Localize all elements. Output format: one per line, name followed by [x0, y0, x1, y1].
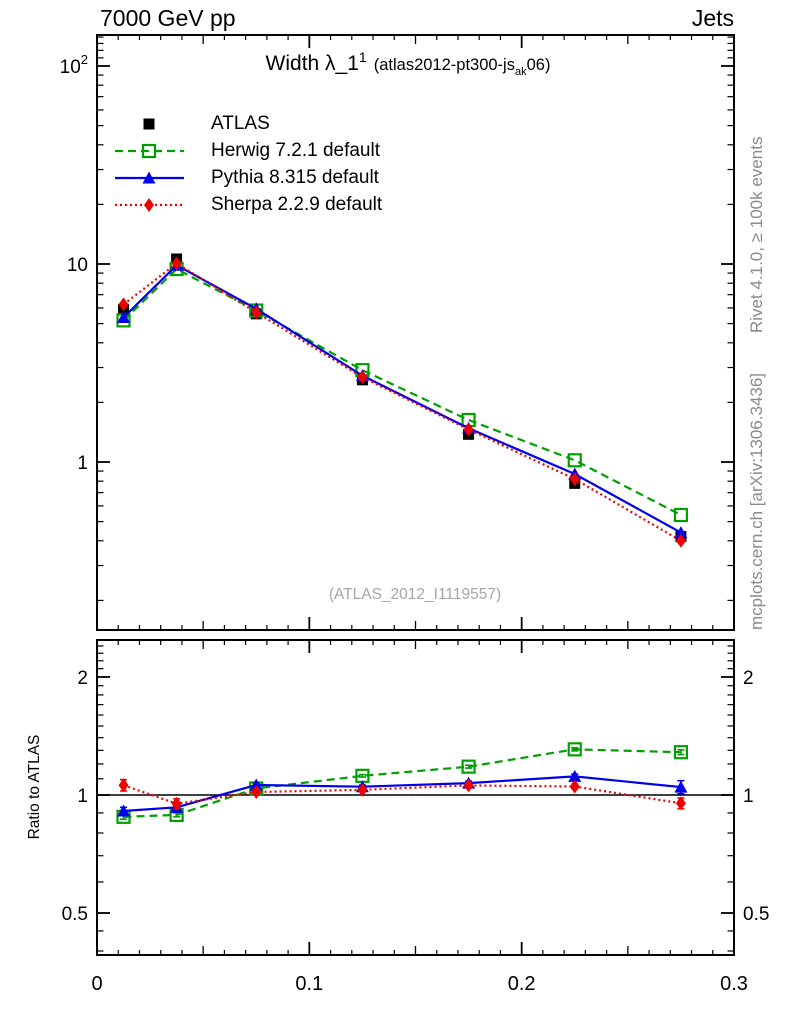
atlas-legend-marker: [143, 118, 155, 129]
analysis-watermark: (ATLAS_2012_I1119557): [328, 586, 502, 603]
legend-label: Pythia 8.315 default: [211, 166, 379, 188]
process-header: Jets: [691, 5, 734, 31]
sherpa-legend-sample: [115, 197, 184, 212]
y-axis-ticks-ratio: [97, 645, 734, 952]
ratio-tick-label-left: 1: [77, 786, 88, 807]
plot-title: Width λ_11 (atlas2012-pt300-jsak06): [265, 49, 551, 78]
axis-tick-labels: 0 0.1 0.2 0.3 1 10 102 0.5 0.5 1 1 2 2: [60, 52, 770, 995]
y-main-tick-label: 102: [60, 52, 88, 78]
series-pythia-ratio: [117, 769, 688, 817]
plot-title-main: Width λ_1: [265, 52, 359, 75]
series-sherpa-ratio: [118, 778, 686, 811]
mcplots-arxiv-note: mcplots.cern.ch [arXiv:1306.3436]: [747, 372, 766, 630]
legend-label: Sherpa 2.2.9 default: [211, 193, 383, 215]
series-pythia-main: [117, 258, 688, 539]
series-sherpa-main: [118, 256, 686, 548]
plot-title-superscript: 1: [358, 49, 367, 65]
y-main-tick-label: 1: [77, 453, 88, 474]
x-tick-label: 0.3: [720, 973, 748, 995]
ratio-tick-label-left: 2: [77, 668, 88, 689]
legend: ATLAS Herwig 7.2.1 default Pythia 8.315 …: [112, 110, 382, 218]
legend-item-sherpa: Sherpa 2.2.9 default: [112, 191, 382, 218]
series-herwig-main: [116, 261, 689, 523]
herwig-legend-sample: [115, 143, 184, 158]
series-herwig-ratio: [116, 742, 689, 824]
legend-label: ATLAS: [211, 112, 270, 134]
pythia-legend-sample: [115, 171, 184, 183]
plot-title-analysis: (atlas2012-pt300-jsak06): [373, 56, 551, 78]
legend-label: Herwig 7.2.1 default: [211, 139, 380, 161]
x-tick-label: 0.1: [295, 973, 323, 995]
rivet-version-note: Rivet 4.1.0, ≥ 100k events: [747, 136, 766, 333]
x-tick-label: 0.2: [508, 973, 536, 995]
legend-item-pythia: Pythia 8.315 default: [112, 164, 382, 191]
herwig-ratio-line: [123, 748, 681, 818]
legend-item-herwig: Herwig 7.2.1 default: [112, 137, 382, 164]
ratio-panel-frame: [96, 639, 735, 956]
atlas-data-points: [118, 253, 687, 543]
herwig-line: [122, 267, 682, 516]
ratio-tick-label-right: 2: [743, 668, 754, 689]
plot-title-subscript: ak: [514, 66, 527, 78]
ratio-tick-label-left: 0.5: [62, 904, 88, 925]
ratio-axis-label: Ratio to ATLAS: [26, 734, 43, 840]
y-main-tick-label: 10: [67, 255, 88, 276]
legend-item-atlas: ATLAS: [112, 110, 382, 137]
ratio-tick-label-right: 0.5: [743, 904, 769, 925]
y-axis-ticks-main: [97, 36, 734, 601]
sherpa-line: [122, 262, 682, 542]
ratio-tick-label-right: 1: [743, 786, 754, 807]
beam-header: 7000 GeV pp: [100, 5, 236, 31]
x-tick-label: 0: [91, 973, 102, 995]
